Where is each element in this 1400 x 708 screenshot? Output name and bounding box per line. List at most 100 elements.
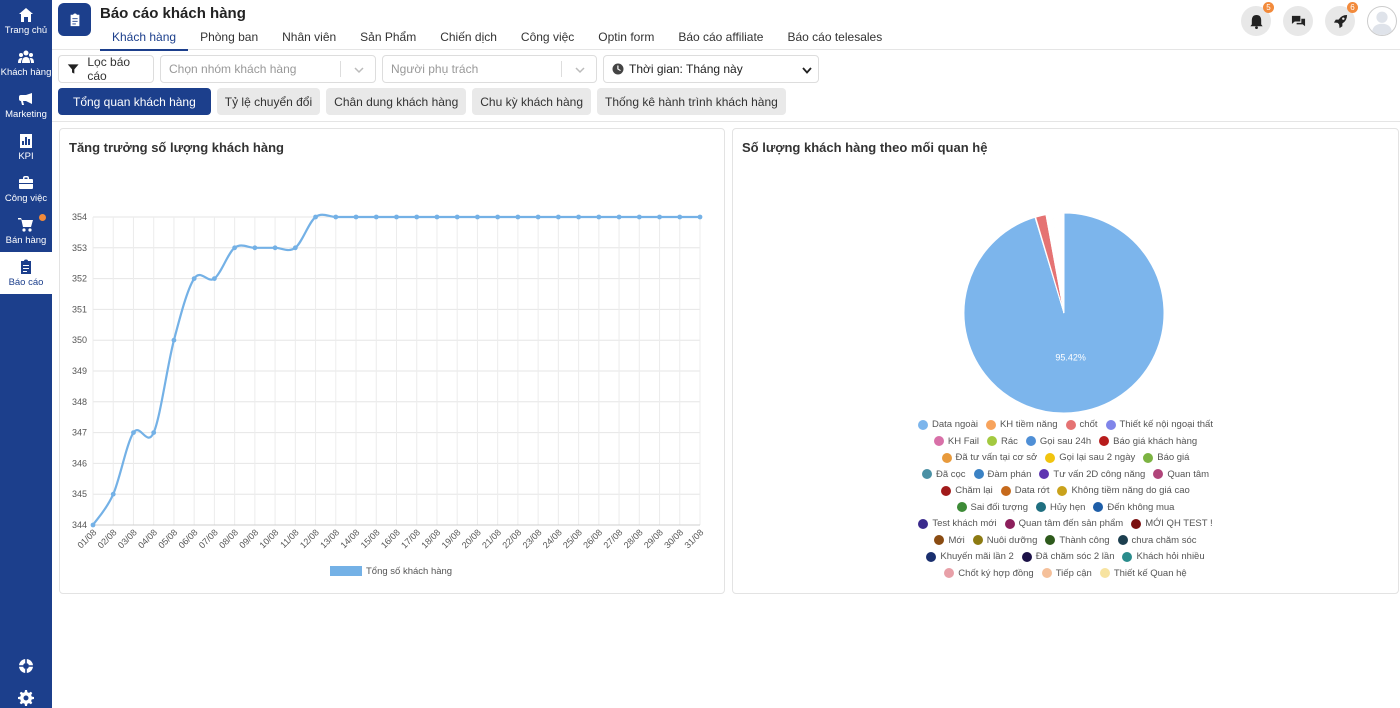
data-point[interactable] (677, 214, 683, 220)
legend-item[interactable]: KH tiềm năng (985, 419, 1058, 430)
data-point[interactable] (454, 214, 460, 220)
data-point[interactable] (171, 337, 177, 343)
data-point[interactable] (151, 430, 157, 435)
legend-item[interactable]: Đã tư vấn tại cơ sở (941, 452, 1037, 463)
data-point[interactable] (414, 214, 420, 220)
legend-item[interactable]: chưa chăm sóc (1117, 535, 1197, 546)
legend-item[interactable]: Tư vấn 2D công năng (1039, 469, 1145, 480)
data-point[interactable] (616, 214, 622, 220)
legend-item[interactable]: chốt (1065, 419, 1098, 430)
settings-button[interactable] (0, 690, 52, 706)
legend-item[interactable]: Thiết kế nội ngoại thất (1105, 419, 1213, 430)
legend-item[interactable]: Quan tâm (1153, 469, 1209, 480)
data-point[interactable] (394, 214, 399, 220)
report-home-button[interactable] (58, 3, 91, 36)
legend-item[interactable]: Mới (934, 535, 965, 546)
customer-group-select[interactable]: Chọn nhóm khách hàng (160, 55, 376, 83)
notifications-button[interactable]: 5 (1241, 2, 1274, 36)
data-point[interactable] (252, 245, 258, 251)
data-point[interactable] (636, 214, 642, 220)
legend-item[interactable]: Gọi sau 24h (1025, 436, 1091, 447)
owner-select[interactable]: Người phụ trách (382, 55, 597, 83)
tab-tasks[interactable]: Công việc (520, 30, 575, 44)
data-point[interactable] (373, 214, 379, 220)
legend-item[interactable]: Thiết kế Quan hệ (1099, 568, 1187, 579)
legend-item[interactable]: Đến không mua (1093, 502, 1174, 513)
legend-item[interactable]: Data ngoài (918, 419, 978, 430)
tab-customers[interactable]: Khách hàng (100, 28, 189, 51)
legend-item[interactable]: Đàm phán (973, 469, 1031, 480)
data-point[interactable] (535, 214, 541, 220)
x-tick-label: 27/08 (601, 527, 624, 550)
legend-item[interactable]: Báo giá khách hàng (1099, 436, 1197, 447)
data-point[interactable] (313, 214, 318, 220)
legend-item[interactable]: MỚI QH TEST ! (1131, 518, 1213, 529)
sidebar-item-reports[interactable]: Báo cáo (0, 252, 52, 294)
data-point[interactable] (272, 245, 278, 251)
subtab-overview[interactable]: Tổng quan khách hàng (58, 88, 211, 115)
data-point[interactable] (191, 276, 197, 281)
pie-slice[interactable] (1062, 212, 1065, 314)
briefcase-icon (19, 175, 33, 189)
legend-item[interactable]: Đã chăm sóc 2 lần (1021, 551, 1114, 562)
legend-item[interactable]: Tiếp cận (1041, 568, 1092, 579)
legend-item[interactable]: Test khách mới (918, 518, 997, 529)
filter-report-button[interactable]: Lọc báo cáo (58, 55, 154, 83)
legend-item[interactable]: KH Fail (933, 436, 979, 447)
sidebar-item-home[interactable]: Trang chủ (0, 0, 52, 42)
sidebar-item-customers[interactable]: Khách hàng (0, 42, 52, 84)
data-point[interactable] (515, 214, 521, 220)
tab-staff[interactable]: Nhân viên (282, 30, 337, 44)
sidebar-item-sales[interactable]: Bán hàng (0, 210, 52, 252)
legend-item[interactable]: Chăm lại (941, 485, 993, 496)
data-point[interactable] (697, 214, 703, 220)
data-point[interactable] (292, 245, 298, 251)
data-point[interactable] (90, 522, 96, 528)
legend-item[interactable]: Hủy hẹn (1036, 502, 1085, 513)
data-point[interactable] (434, 214, 440, 220)
legend-item[interactable]: Data rớt (1000, 485, 1049, 496)
legend-item[interactable]: Nuôi dưỡng (972, 535, 1037, 546)
support-button[interactable] (0, 658, 52, 674)
legend-item[interactable]: Khuyến mãi lần 2 (926, 551, 1014, 562)
data-point[interactable] (576, 214, 581, 220)
data-point[interactable] (131, 430, 136, 435)
tab-departments[interactable]: Phòng ban (200, 30, 259, 44)
legend-item[interactable]: Gọi lại sau 2 ngày (1045, 452, 1135, 463)
data-point[interactable] (110, 491, 116, 497)
subtab-customer-persona[interactable]: Chân dung khách hàng (326, 88, 467, 115)
tab-telesales-report[interactable]: Báo cáo telesales (787, 30, 883, 44)
legend-item[interactable]: Đã cọc (921, 469, 966, 480)
time-range-select[interactable]: Thời gian: Tháng này (603, 55, 819, 83)
data-point[interactable] (475, 214, 480, 220)
legend-item[interactable]: Báo giá (1143, 452, 1189, 463)
sidebar-item-kpi[interactable]: KPI (0, 126, 52, 168)
tab-products[interactable]: Sản Phẩm (360, 30, 417, 44)
data-point[interactable] (657, 214, 662, 220)
legend-item[interactable]: Không tiềm năng do giá cao (1057, 485, 1190, 496)
data-point[interactable] (555, 214, 561, 220)
legend-item[interactable]: Quan tâm đến sản phẩm (1004, 518, 1123, 529)
tab-affiliate-report[interactable]: Báo cáo affiliate (678, 30, 764, 44)
data-point[interactable] (333, 214, 339, 220)
data-point[interactable] (495, 214, 501, 220)
messages-button[interactable] (1283, 6, 1313, 36)
legend-item[interactable]: Rác (987, 436, 1018, 447)
legend-item[interactable]: Sai đối tượng (956, 502, 1028, 513)
legend-item[interactable]: Thành công (1045, 535, 1110, 546)
quick-launch-button[interactable]: 6 (1325, 2, 1358, 36)
sidebar-item-marketing[interactable]: Marketing (0, 84, 52, 126)
legend-item[interactable]: Khách hỏi nhiều (1122, 551, 1205, 562)
tab-optin-form[interactable]: Optin form (598, 30, 655, 44)
subtab-customer-cycle[interactable]: Chu kỳ khách hàng (472, 88, 591, 115)
data-point[interactable] (353, 214, 359, 220)
subtab-journey-stats[interactable]: Thống kê hành trình khách hàng (597, 88, 786, 115)
data-point[interactable] (596, 214, 602, 220)
avatar[interactable] (1367, 6, 1397, 36)
data-point[interactable] (212, 276, 217, 281)
sidebar-item-tasks[interactable]: Công việc (0, 168, 52, 210)
subtab-conversion-rate[interactable]: Tỷ lệ chuyển đổi (216, 88, 321, 115)
tab-campaigns[interactable]: Chiến dịch (440, 30, 497, 44)
legend-item[interactable]: Chốt ký hợp đồng (944, 568, 1034, 579)
data-point[interactable] (232, 245, 238, 251)
